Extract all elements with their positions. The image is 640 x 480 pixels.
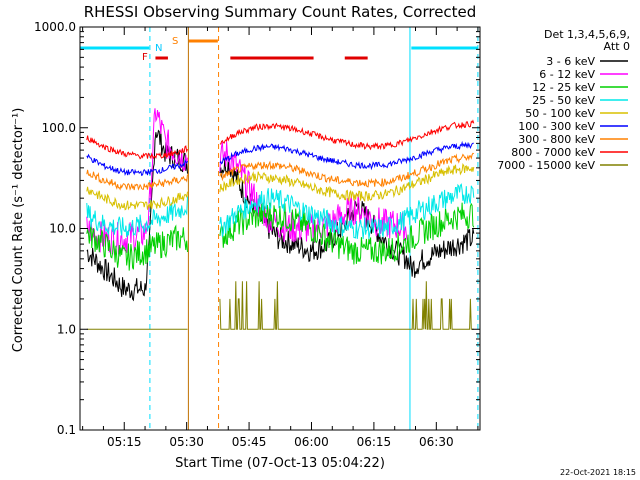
x-tick-label: 06:00 [294, 435, 329, 449]
legend-label: 25 - 50 keV [532, 94, 595, 107]
x-axis-label: Start Time (07-Oct-13 05:04:22) [175, 456, 385, 471]
flag-label-n: N [155, 43, 162, 54]
x-tick-label: 06:30 [419, 435, 454, 449]
legend-header-line2: Att 0 [604, 40, 630, 53]
flag-label-f: F [142, 52, 148, 63]
legend-label: 100 - 300 keV [518, 120, 595, 133]
footer-timestamp: 22-Oct-2021 18:15 [560, 468, 636, 477]
x-tick-label: 05:30 [169, 435, 204, 449]
legend-label: 12 - 25 keV [532, 81, 595, 94]
series-line [86, 163, 475, 211]
series-line [86, 202, 475, 271]
x-axis: 05:15 05:30 05:45 06:00 06:15 06:30 [82, 27, 479, 449]
y-tick-label: 1.0 [57, 322, 76, 336]
y-axis-label: Corrected Count Rate (s⁻¹ detector⁻¹) [11, 108, 26, 353]
series-layer [86, 108, 475, 330]
y-tick-label: 1000.0 [34, 20, 76, 34]
flag-label-s: S [172, 36, 178, 47]
plot-frame [79, 26, 481, 431]
legend-header-line1: Det 1,3,4,5,6,9, [544, 28, 630, 41]
y-tick-label: 10.0 [49, 222, 76, 236]
flags-layer [80, 39, 478, 60]
legend-label: 6 - 12 keV [539, 68, 595, 81]
legend-label: 3 - 6 keV [546, 55, 595, 68]
x-tick-label: 06:15 [357, 435, 392, 449]
y-tick-label: 0.1 [57, 423, 76, 437]
series-line [86, 119, 475, 160]
y-tick-label: 100.0 [42, 121, 76, 135]
series-line [86, 281, 474, 330]
chart-title: RHESSI Observing Summary Count Rates, Co… [84, 3, 477, 21]
y-axis: 0.1 1.0 10.0 100.0 1000.0 [34, 20, 480, 437]
x-tick-label: 05:15 [107, 435, 142, 449]
x-tick-label: 05:45 [232, 435, 267, 449]
legend-label: 800 - 7000 keV [511, 146, 595, 159]
legend-label: 7000 - 15000 keV [497, 159, 595, 172]
series-line [86, 152, 474, 191]
legend-label: 50 - 100 keV [525, 107, 595, 120]
legend-label: 300 - 800 keV [518, 133, 595, 146]
series-line [86, 140, 474, 177]
series-line [86, 183, 475, 240]
